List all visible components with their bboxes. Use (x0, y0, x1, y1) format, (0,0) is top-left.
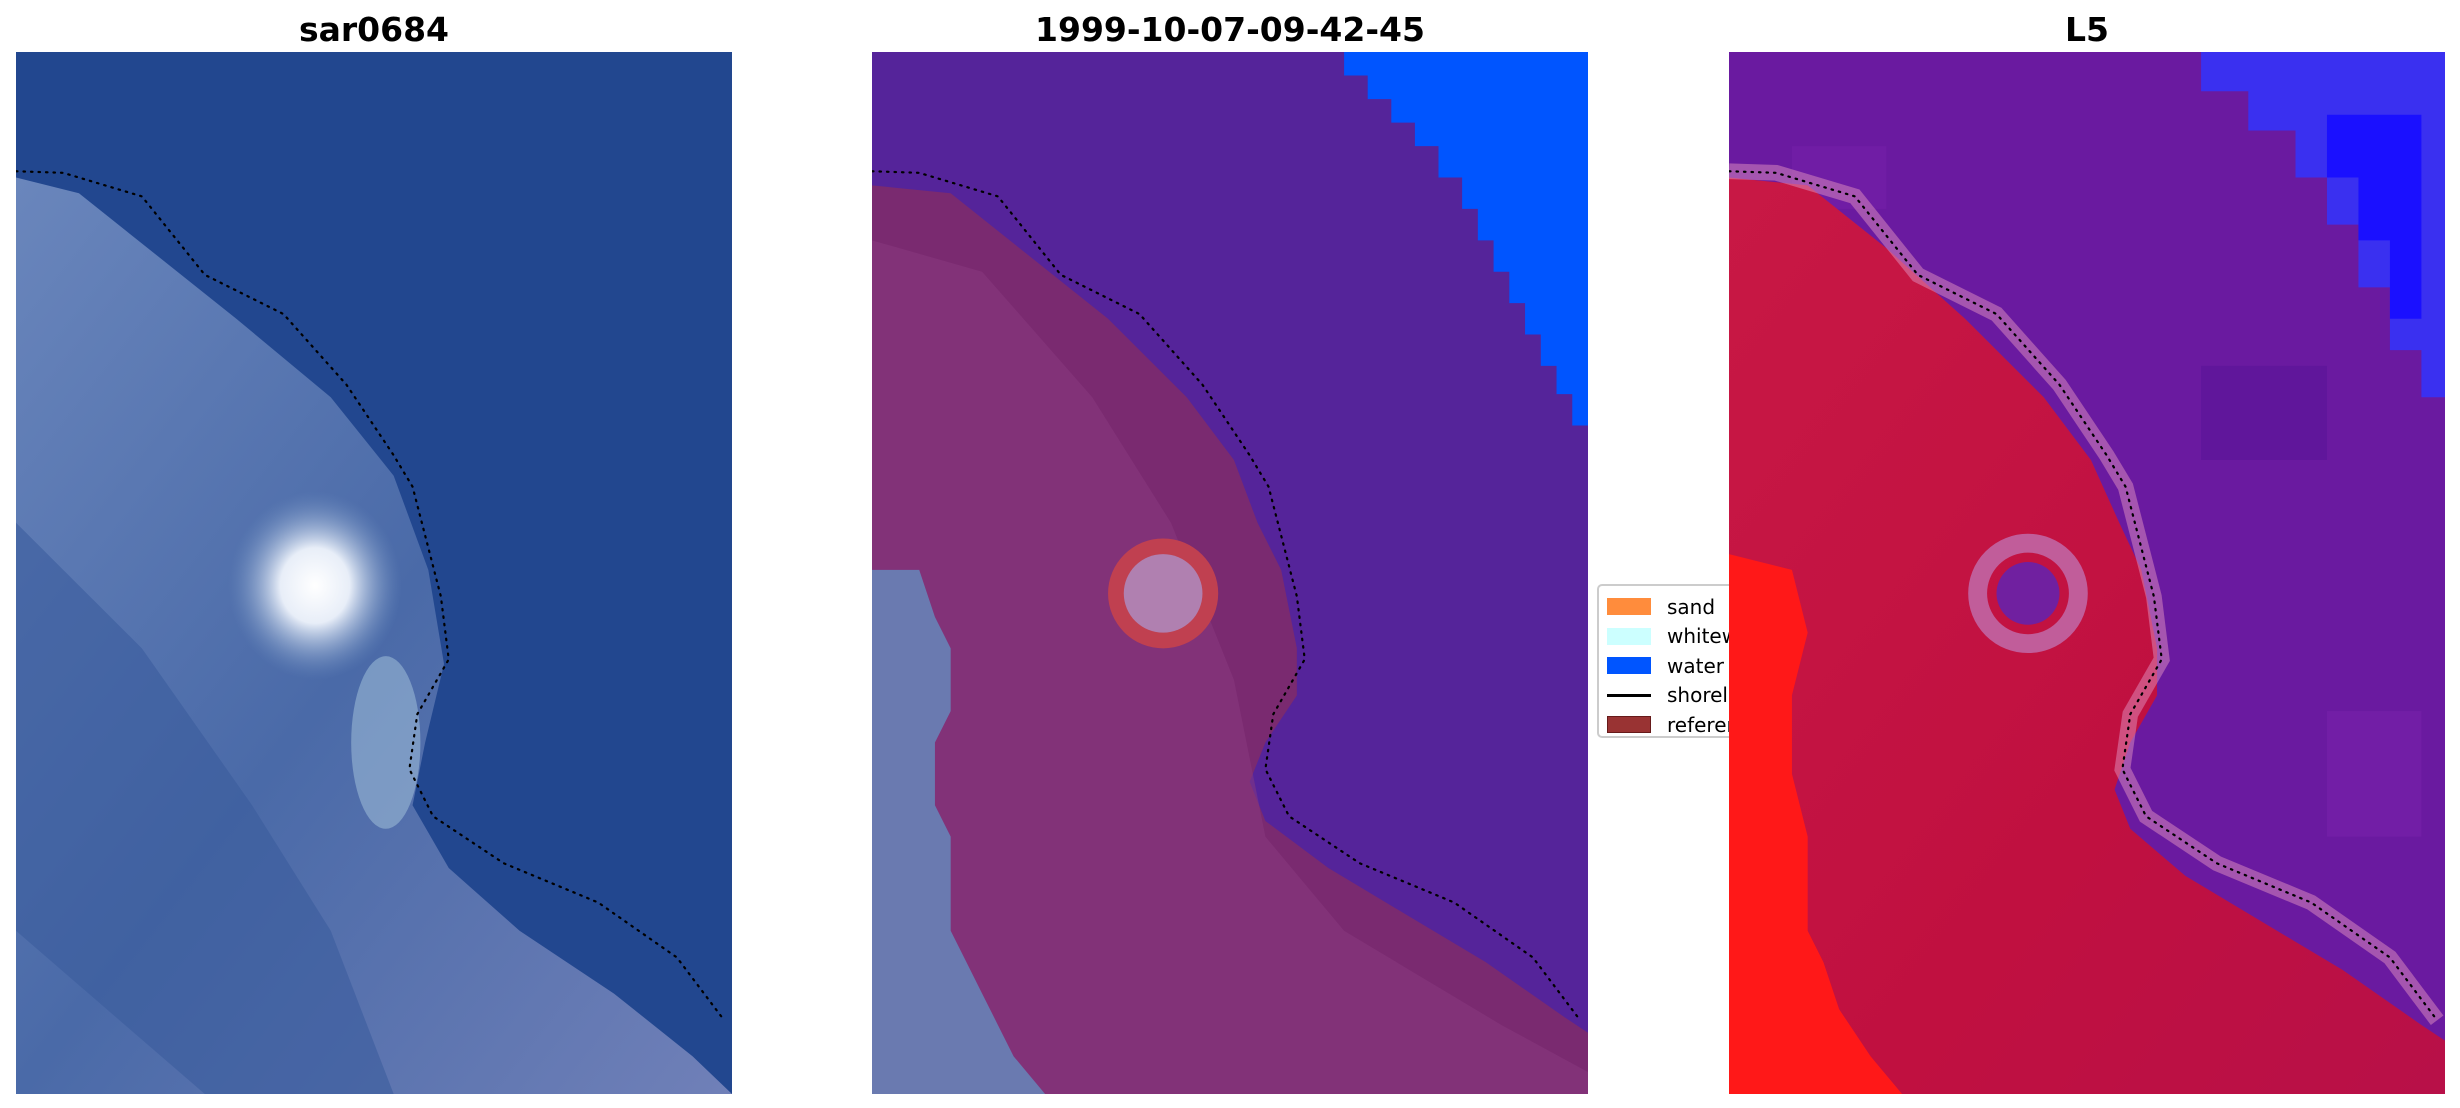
shoreline (16, 171, 724, 1020)
panel-title-classified: 1999-10-07-09-42-45 (1035, 10, 1425, 49)
classified-image-panel (872, 52, 1588, 1094)
sand-swatch (1607, 598, 1651, 616)
bright-spot (228, 491, 402, 680)
shoreline-swatch (1607, 693, 1651, 697)
shoreline (1729, 171, 2437, 1020)
unclassified-area (872, 569, 1046, 1094)
bright-red-strip (1729, 554, 1903, 1094)
water-swatch (1607, 657, 1651, 675)
whitewater-swatch (1607, 627, 1651, 645)
panel-title-index: L5 (2065, 10, 2109, 49)
shoreline (872, 171, 1580, 1020)
legend-item-water: water (1599, 651, 1775, 681)
panel-title-rgb: sar0684 (298, 10, 450, 49)
water-bright-area (1344, 52, 1588, 426)
rgb-image-panel (16, 52, 732, 1094)
index-image-panel (1729, 52, 2445, 1094)
reference-swatch (1607, 716, 1651, 734)
ring-feature (1968, 533, 2088, 654)
legend-item-sand: sand (1599, 592, 1775, 622)
land-index-area (1729, 177, 2445, 1094)
